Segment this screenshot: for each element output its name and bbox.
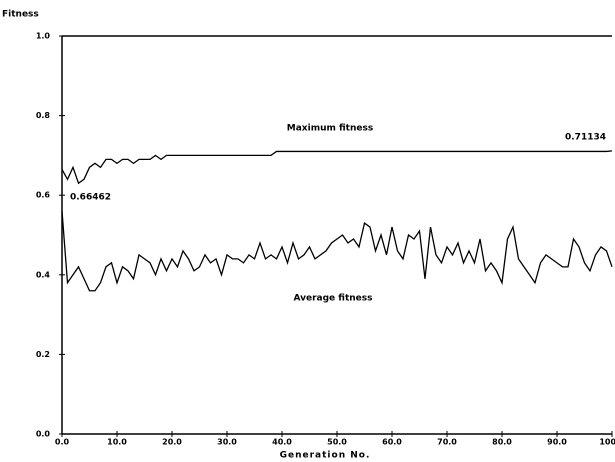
annotation: Average fitness: [293, 294, 372, 304]
y-tick-label: 1.0: [36, 32, 51, 41]
x-tick-label: 80.0: [492, 438, 512, 447]
x-tick-label: 50.0: [327, 438, 347, 447]
annotation: 0.71134: [565, 133, 606, 143]
annotation: Maximum fitness: [287, 124, 373, 134]
x-tick-label: 40.0: [272, 438, 292, 447]
y-tick-label: 0.4: [36, 270, 51, 279]
y-axis-label: Fitness: [2, 10, 39, 20]
x-tick-label: 10.0: [107, 438, 127, 447]
x-tick-label: 70.0: [437, 438, 457, 447]
x-tick-label: 90.0: [547, 438, 567, 447]
annotation: 0.66462: [70, 193, 111, 203]
series-line: [61, 211, 613, 292]
y-tick-label: 0.6: [36, 191, 51, 200]
y-tick-label: 0.0: [36, 430, 51, 439]
y-tick-label: 0.2: [36, 350, 50, 359]
x-axis-label: Generation No.: [280, 451, 371, 461]
x-tick-label: 30.0: [217, 438, 237, 447]
x-tick-label: 0.0: [55, 438, 70, 447]
x-tick-label: 100.0: [599, 438, 615, 447]
y-tick-label: 0.8: [36, 111, 51, 120]
series-line: [61, 150, 613, 185]
x-tick-label: 20.0: [162, 438, 182, 447]
x-tick-label: 60.0: [382, 438, 402, 447]
